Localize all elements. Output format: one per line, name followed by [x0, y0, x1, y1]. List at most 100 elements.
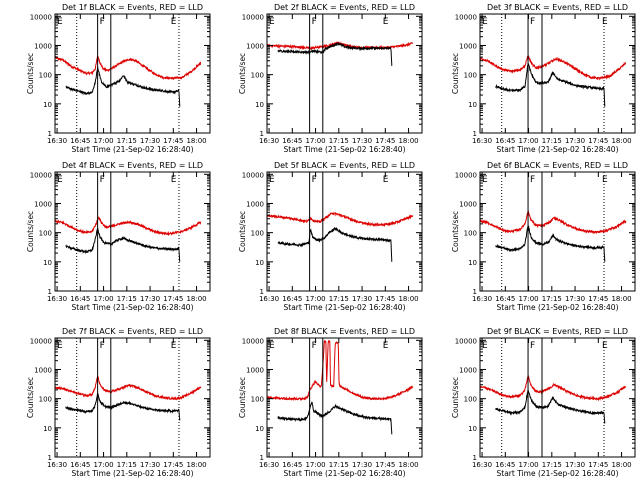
interval-label: E [171, 341, 177, 351]
interval-label: E [57, 17, 63, 27]
x-tick-label: 17:15 [542, 295, 562, 303]
panel-det-7: Det 7f BLACK = Events, RED = LLD 16:30 16:… [26, 327, 211, 478]
series-events-line [277, 401, 393, 435]
x-tick-label: 17:15 [329, 461, 349, 469]
interval-label: F [530, 17, 535, 27]
y-tick-label: 100 [39, 230, 52, 238]
y-tick-label: 10 [43, 101, 52, 109]
x-axis-title: Start Time (21-Sep-02 16:28:40) [72, 145, 194, 154]
interval-label: E [383, 17, 389, 27]
interval-label: F [312, 175, 317, 185]
y-tick-label: 1000 [246, 366, 264, 374]
plot-frame [479, 171, 636, 292]
x-tick-label: 18:00 [398, 137, 418, 145]
x-tick-label: 16:30 [472, 461, 492, 469]
series-events-line [495, 389, 606, 424]
interval-label: E [57, 175, 63, 185]
y-tick-label: 1 [473, 130, 477, 138]
y-tick-label: 10000 [30, 13, 52, 21]
panel-title: Det 1f BLACK = Events, RED = LLD [62, 3, 203, 12]
y-tick-label: 1000 [34, 366, 52, 374]
y-axis-title: Counts/sec [26, 53, 35, 94]
y-tick-label: 1000 [246, 42, 264, 50]
plot-frame [54, 171, 211, 292]
x-tick-label: 17:30 [565, 295, 585, 303]
y-tick-label: 10000 [242, 337, 264, 345]
series-lld-line [479, 55, 627, 81]
y-tick-label: 10000 [30, 337, 52, 345]
panel-det-9: Det 9f BLACK = Events, RED = LLD 16:30 16:… [451, 327, 636, 478]
x-tick-label: 18:00 [611, 295, 631, 303]
x-tick-label: 16:45 [282, 295, 302, 303]
interval-label: F [312, 341, 317, 351]
y-axis-title: Counts/sec [26, 377, 35, 418]
panel-det-5: Det 5f BLACK = Events, RED = LLD 16:30 16:… [238, 161, 423, 312]
x-tick-label: 17:00 [93, 461, 113, 469]
x-axis-title: Start Time (21-Sep-02 16:28:40) [72, 469, 194, 478]
series-events-line [277, 42, 393, 66]
x-tick-label: 17:30 [565, 137, 585, 145]
panel-det-1: Det 1f BLACK = Events, RED = LLD 16:30 16:… [26, 3, 211, 154]
series-lld-line [54, 375, 202, 401]
x-tick-label: 16:30 [47, 295, 67, 303]
panel-det-8: Det 8f BLACK = Events, RED = LLD 16:30 16:… [238, 327, 423, 478]
y-tick-label: 10 [468, 425, 477, 433]
interval-label: F [530, 341, 535, 351]
x-tick-label: 17:45 [375, 137, 395, 145]
x-tick-label: 18:00 [611, 461, 631, 469]
x-tick-label: 16:45 [495, 461, 515, 469]
y-tick-label: 10 [468, 101, 477, 109]
series-events-line [65, 227, 181, 262]
panel-det-4: Det 4f BLACK = Events, RED = LLD 16:30 16:… [26, 161, 211, 312]
interval-label: E [602, 341, 608, 351]
x-axis-title: Start Time (21-Sep-02 16:28:40) [72, 303, 194, 312]
x-tick-label: 16:45 [282, 461, 302, 469]
y-tick-label: 1 [260, 454, 264, 462]
x-tick-label: 17:15 [542, 461, 562, 469]
y-tick-label: 1000 [459, 42, 477, 50]
interval-label: E [57, 341, 63, 351]
interval-label: E [482, 175, 488, 185]
x-tick-label: 17:30 [352, 137, 372, 145]
x-tick-label: 17:45 [588, 137, 608, 145]
y-tick-label: 1 [48, 288, 52, 296]
y-tick-label: 100 [464, 396, 477, 404]
y-tick-label: 1 [473, 288, 477, 296]
series-events-line [65, 393, 181, 421]
panel-title: Det 3f BLACK = Events, RED = LLD [487, 3, 628, 12]
y-tick-label: 1000 [246, 200, 264, 208]
x-tick-label: 16:30 [259, 295, 279, 303]
x-tick-label: 16:30 [259, 137, 279, 145]
x-tick-label: 17:15 [117, 295, 137, 303]
x-tick-label: 18:00 [186, 461, 206, 469]
x-tick-label: 17:15 [329, 295, 349, 303]
panel-title: Det 7f BLACK = Events, RED = LLD [62, 327, 203, 336]
x-tick-label: 18:00 [398, 295, 418, 303]
x-tick-label: 17:00 [305, 295, 325, 303]
y-axis-title: Counts/sec [451, 53, 460, 94]
x-tick-label: 16:30 [259, 461, 279, 469]
x-tick-label: 16:30 [47, 137, 67, 145]
series-events-line [495, 63, 606, 107]
x-tick-label: 16:30 [47, 461, 67, 469]
x-tick-label: 17:15 [117, 461, 137, 469]
plot-frame [266, 13, 423, 134]
interval-label: E [383, 175, 389, 185]
interval-label: E [269, 17, 275, 27]
x-tick-label: 17:45 [163, 295, 183, 303]
x-tick-label: 17:00 [305, 461, 325, 469]
x-tick-label: 17:45 [375, 295, 395, 303]
interval-label: E [269, 341, 275, 351]
interval-label: F [530, 175, 535, 185]
y-axis-title: Counts/sec [26, 211, 35, 252]
x-axis-title: Start Time (21-Sep-02 16:28:40) [284, 303, 406, 312]
x-tick-label: 18:00 [611, 137, 631, 145]
interval-label: E [171, 175, 177, 185]
interval-label: E [383, 341, 389, 351]
y-axis-title: Counts/sec [238, 211, 247, 252]
series-lld-line [479, 374, 627, 402]
x-tick-label: 17:00 [305, 137, 325, 145]
x-tick-label: 17:30 [565, 461, 585, 469]
x-tick-label: 17:00 [93, 295, 113, 303]
